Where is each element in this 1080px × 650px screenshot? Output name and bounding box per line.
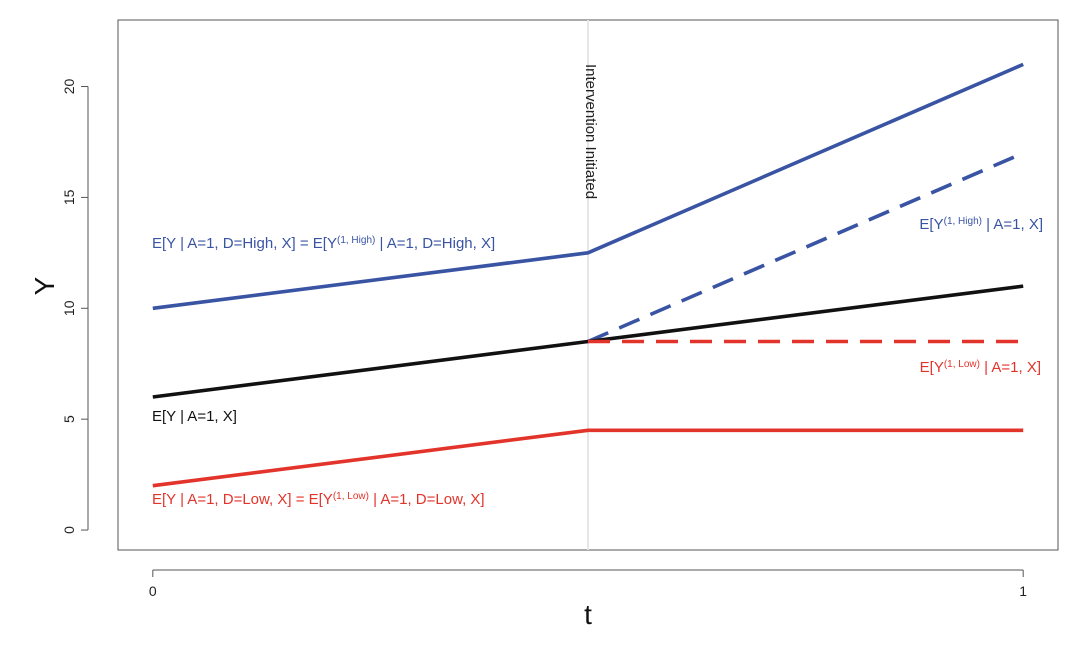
y-tick-label: 0 <box>61 526 77 534</box>
annotation-text: | A=1, D=High, X] <box>375 235 495 252</box>
annotation-text: E[Y | A=1, X] <box>152 408 237 425</box>
y-axis-title: Y <box>29 276 60 295</box>
series-line-high_cf <box>587 151 1024 344</box>
annotation-text: E[Y | A=1, D=High, X] = E[Y <box>152 235 337 252</box>
annotation-high_cf: E[Y(1, High) | A=1, X] <box>919 216 1043 234</box>
intervention-label: Intervention Initiated <box>582 64 599 199</box>
series-line-high <box>152 62 1024 311</box>
y-tick-label: 20 <box>61 79 77 95</box>
intervention-layer: Intervention Initiated <box>582 20 599 550</box>
x-tick-label: 1 <box>1019 583 1027 599</box>
annotation-avg: E[Y | A=1, X] <box>152 408 237 425</box>
series-line-low <box>152 428 1024 488</box>
annotation-layer: E[Y | A=1, D=High, X] = E[Y(1, High) | A… <box>152 216 1043 509</box>
series-layer <box>152 62 1024 488</box>
annotation-text: E[Y <box>919 216 943 233</box>
x-axis-title: t <box>584 599 592 630</box>
annotation-text: E[Y <box>920 359 944 376</box>
annotation-text: | A=1, X] <box>982 216 1043 233</box>
y-tick-label: 5 <box>61 415 77 423</box>
annotation-text: | A=1, D=Low, X] <box>369 491 485 508</box>
annotation-low_cf: E[Y(1, Low) | A=1, X] <box>920 359 1041 377</box>
annotation-text: E[Y | A=1, D=Low, X] = E[Y <box>152 491 333 508</box>
annotation-high: E[Y | A=1, D=High, X] = E[Y(1, High) | A… <box>152 235 495 253</box>
annotation-superscript: (1, High) <box>337 235 375 246</box>
annotation-superscript: (1, High) <box>944 216 982 227</box>
annotation-text: | A=1, X] <box>980 359 1041 376</box>
y-tick-label: 10 <box>61 300 77 316</box>
y-tick-label: 15 <box>61 189 77 205</box>
annotation-superscript: (1, Low) <box>944 359 980 370</box>
x-tick-label: 0 <box>149 583 157 599</box>
annotation-superscript: (1, Low) <box>333 491 369 502</box>
annotation-low: E[Y | A=1, D=Low, X] = E[Y(1, Low) | A=1… <box>152 491 485 509</box>
